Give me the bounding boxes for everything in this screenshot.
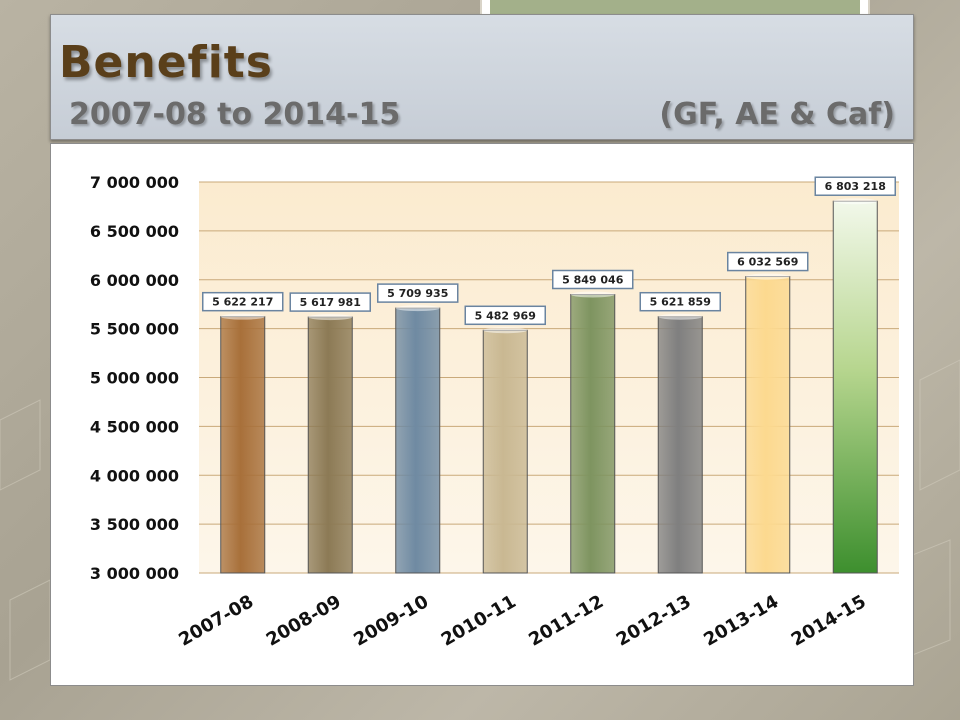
bar-cap	[658, 313, 703, 320]
bar-cap	[220, 313, 265, 320]
bar-cap	[483, 327, 528, 334]
x-tick-label: 2008-09	[263, 591, 345, 650]
bar-chart: 3 000 000 3 500 000 4 000 000 4 500 000 5 00…	[90, 173, 899, 651]
x-tick-label: 2011-12	[525, 591, 607, 650]
y-tick-label: 3 000 000	[90, 564, 179, 583]
bar-2011-12	[570, 294, 616, 574]
y-tick-label: 6 500 000	[90, 222, 179, 241]
data-label: 5 617 981	[300, 296, 361, 309]
top-accent-strip	[480, 0, 870, 16]
bar-2010-11	[482, 329, 528, 574]
bar-2009-10	[395, 307, 441, 574]
data-label: 5 709 935	[387, 287, 448, 300]
data-label-box	[639, 291, 721, 312]
data-label: 6 032 569	[737, 256, 798, 269]
x-tick-label: 2014-15	[788, 591, 870, 650]
bar-cap	[570, 291, 615, 298]
bar-2013-14	[745, 276, 791, 574]
bar-cap	[833, 198, 878, 205]
y-tick-label: 5 500 000	[90, 320, 179, 339]
bar-2012-13	[657, 316, 703, 574]
data-label: 5 849 046	[562, 274, 624, 287]
data-label: 5 482 969	[475, 309, 536, 322]
y-tick-label: 4 500 000	[90, 417, 179, 436]
data-label: 5 621 859	[650, 296, 711, 309]
data-label: 6 803 218	[825, 180, 886, 193]
data-label-box	[464, 305, 546, 326]
x-tick-label: 2012-13	[613, 591, 695, 650]
x-tick-label: 2007-08	[175, 591, 257, 650]
title-banner: Benefits 2007-08 to 2014-15 (GF, AE & Ca…	[50, 14, 914, 140]
x-tick-label: 2009-10	[350, 591, 432, 650]
bar-2014-15	[832, 200, 878, 574]
x-tick-label: 2010-11	[438, 591, 520, 650]
slide-subtitle-scope: (GF, AE & Caf)	[659, 97, 895, 132]
bar-2007-08	[220, 316, 266, 574]
bar-2008-09	[307, 316, 353, 574]
y-tick-label: 7 000 000	[90, 173, 179, 192]
data-label-box	[727, 251, 809, 272]
y-tick-label: 4 000 000	[90, 466, 179, 485]
data-label-box	[814, 176, 896, 196]
data-label-box	[552, 269, 634, 290]
y-tick-label: 5 000 000	[90, 369, 179, 388]
x-tick-label: 2013-14	[700, 591, 782, 650]
data-label-box	[289, 292, 371, 312]
y-tick-label: 6 000 000	[90, 271, 179, 290]
bar-cap	[395, 305, 440, 312]
chart-panel: 3 000 000 3 500 000 4 000 000 4 500 000 5 00…	[50, 143, 914, 686]
slide-title: Benefits	[59, 37, 273, 88]
data-label-box	[202, 291, 284, 312]
slide-subtitle-period: 2007-08 to 2014-15	[69, 97, 401, 132]
bar-cap	[745, 273, 790, 280]
data-label: 5 622 217	[212, 296, 273, 309]
data-label-box	[377, 283, 459, 303]
y-tick-label: 3 500 000	[90, 515, 179, 534]
bar-cap	[308, 314, 353, 321]
